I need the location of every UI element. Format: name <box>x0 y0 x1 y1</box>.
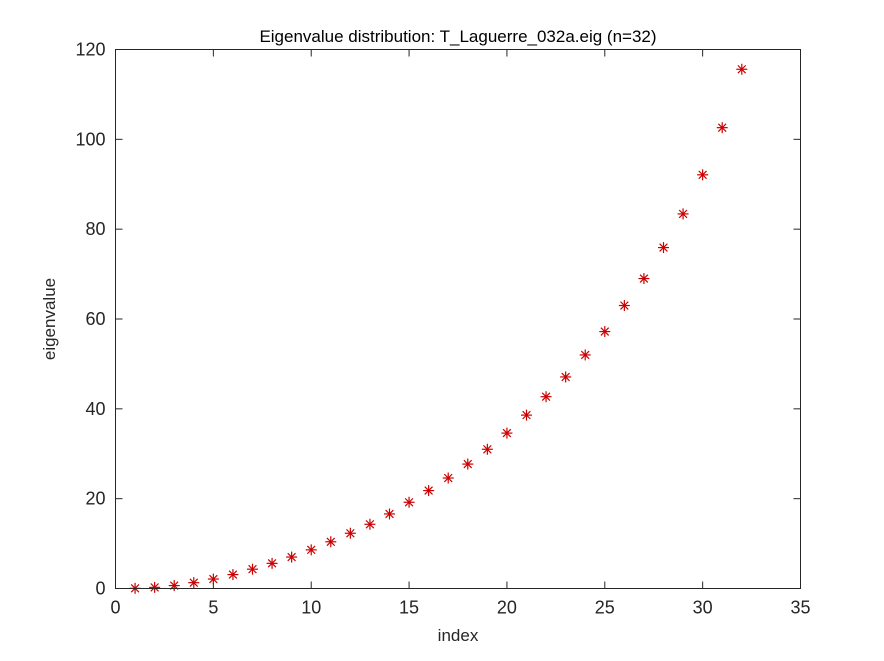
x-tick-label: 30 <box>693 598 713 618</box>
x-tick-label: 10 <box>301 598 321 618</box>
data-point <box>423 485 435 497</box>
y-tick-label: 0 <box>95 579 105 599</box>
data-point <box>286 551 298 563</box>
data-point <box>579 349 591 361</box>
data-point <box>481 443 493 455</box>
data-point <box>442 472 454 484</box>
data-point <box>305 544 317 556</box>
chart-title: Eigenvalue distribution: T_Laguerre_032a… <box>259 27 656 46</box>
data-point <box>403 496 415 508</box>
data-point <box>325 536 337 548</box>
data-point <box>168 580 180 592</box>
data-point <box>501 427 513 439</box>
data-point <box>384 508 395 520</box>
data-point <box>716 122 728 134</box>
data-points <box>129 63 748 594</box>
data-point <box>247 563 258 575</box>
data-point <box>599 326 611 338</box>
data-point <box>149 581 161 593</box>
data-point <box>188 577 200 589</box>
plot-frame <box>115 49 801 589</box>
data-point <box>364 518 376 530</box>
x-tick-label: 0 <box>110 598 120 618</box>
data-point <box>462 458 474 470</box>
y-axis-label: eigenvalue <box>40 278 59 360</box>
data-point <box>658 242 669 254</box>
y-tick-label: 20 <box>85 489 105 509</box>
data-point <box>266 557 278 569</box>
x-tick-label: 5 <box>208 598 218 618</box>
data-point <box>540 391 552 403</box>
y-tick-label: 80 <box>85 219 105 239</box>
y-axis-ticks: 0 20 40 60 80 100 120 <box>75 40 801 599</box>
data-point <box>697 169 709 181</box>
data-point <box>736 63 748 75</box>
y-tick-label: 60 <box>85 309 105 329</box>
data-point <box>638 273 650 285</box>
x-axis-ticks: 0 5 10 15 20 25 30 35 <box>110 49 811 618</box>
data-point <box>344 527 356 539</box>
data-point <box>521 409 532 421</box>
x-tick-label: 15 <box>399 598 419 618</box>
y-tick-label: 100 <box>75 129 105 149</box>
y-tick-label: 40 <box>85 399 105 419</box>
x-tick-label: 35 <box>790 598 810 618</box>
x-tick-label: 25 <box>595 598 615 618</box>
data-point <box>618 300 630 312</box>
data-point <box>560 371 572 383</box>
data-point <box>227 569 239 581</box>
data-point <box>677 208 689 220</box>
data-point <box>207 573 219 585</box>
x-axis-label: index <box>438 626 479 645</box>
x-tick-label: 20 <box>497 598 517 618</box>
y-tick-label: 120 <box>75 40 105 60</box>
